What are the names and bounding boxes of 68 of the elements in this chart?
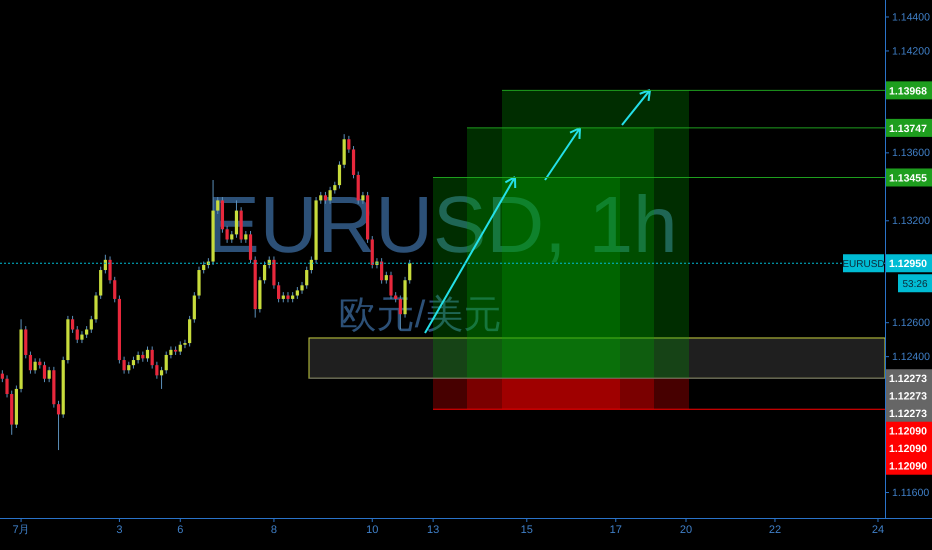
x-tick-label: 6 — [177, 524, 184, 536]
y-tick-label: 1.13600 — [892, 147, 930, 160]
candlestick — [282, 292, 285, 303]
candlestick — [136, 351, 140, 364]
candlestick — [192, 292, 196, 324]
candlestick — [169, 346, 173, 359]
ref-line-label: 1.13747 — [889, 122, 928, 135]
y-tick-label: 1.11600 — [892, 486, 930, 499]
candlestick — [164, 351, 168, 374]
candlestick — [286, 292, 290, 303]
candlestick — [80, 330, 84, 344]
candlestick — [155, 361, 158, 380]
candlestick — [90, 315, 93, 334]
candlestick — [384, 271, 388, 284]
ref-line-label: 1.12950 — [889, 258, 928, 270]
candlestick — [85, 326, 88, 338]
candlestick — [70, 315, 74, 334]
candlestick — [300, 281, 304, 294]
ref-line-label: 1.12090 — [889, 426, 928, 438]
candlestick — [277, 281, 280, 303]
candlestick — [160, 366, 164, 390]
candlestick — [291, 292, 294, 303]
candlestick — [188, 315, 192, 347]
x-tick-label: 3 — [116, 524, 122, 536]
y-tick-label: 1.12400 — [892, 351, 930, 364]
x-tick-label: 13 — [427, 524, 440, 536]
candlestick — [0, 370, 4, 383]
x-tick-label: 8 — [270, 524, 277, 536]
x-tick-label: 22 — [768, 524, 782, 536]
candlestick — [202, 261, 206, 274]
y-tick-label: 1.13200 — [892, 215, 930, 228]
text: 1.12090 — [889, 460, 928, 473]
x-tick-label: 20 — [680, 524, 692, 536]
candlestick — [127, 361, 130, 374]
candlestick — [5, 374, 9, 398]
candlestick — [113, 276, 116, 303]
x-tick-label: 24 — [872, 524, 884, 536]
candlestick — [56, 400, 60, 451]
x-tick-label: 15 — [520, 524, 533, 536]
ref-line-label: 1.13968 — [889, 85, 928, 98]
ref-line-label: 1.12273 — [889, 373, 928, 386]
candlestick — [178, 340, 182, 356]
candlestick — [108, 256, 112, 284]
x-tick-label: 17 — [610, 524, 622, 536]
text: 53:26 — [902, 279, 928, 290]
candlestick — [94, 292, 98, 324]
x-tick-label: 7月 — [12, 524, 30, 536]
y-tick-label: 1.14200 — [892, 45, 930, 58]
candlestick — [28, 351, 32, 374]
y-tick-label: 1.14400 — [892, 11, 930, 24]
candlestick — [146, 346, 150, 362]
y-tick-label: 1.12600 — [892, 317, 930, 330]
text: 1.12090 — [889, 443, 928, 456]
text: 1.12273 — [889, 408, 928, 420]
candlestick — [38, 358, 42, 370]
candlestick — [150, 346, 154, 370]
ref-line-label: 1.13455 — [889, 172, 928, 184]
candlestick — [76, 326, 79, 344]
text: 1.12273 — [889, 390, 928, 403]
candlestick — [141, 351, 144, 362]
candlestick — [42, 361, 46, 383]
candlestick — [48, 366, 51, 383]
candlestick — [347, 135, 350, 154]
candlestick — [132, 356, 136, 370]
candlestick — [305, 266, 308, 290]
candlestick — [122, 356, 126, 374]
x-tick-label: 10 — [366, 524, 378, 536]
candlestick — [296, 286, 299, 300]
